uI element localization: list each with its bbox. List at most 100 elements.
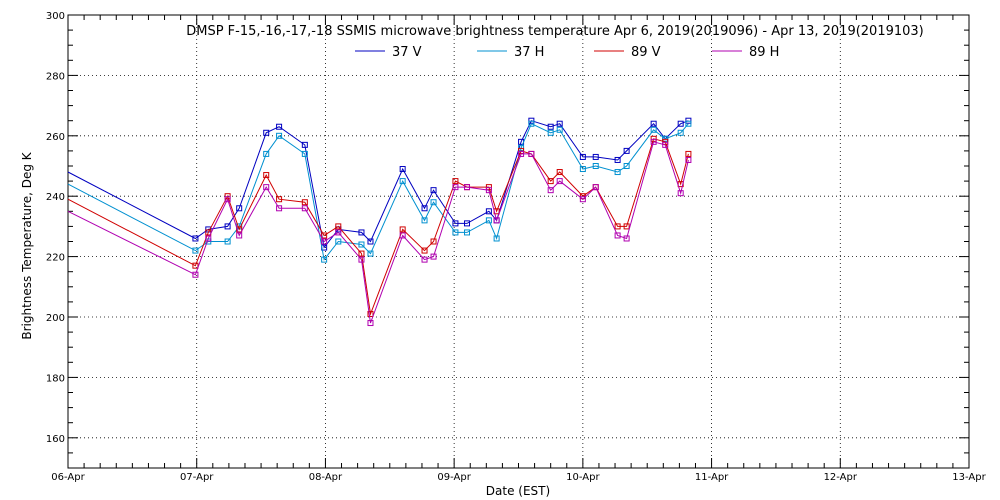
data-point bbox=[547, 129, 554, 136]
data-point bbox=[421, 256, 428, 263]
data-point bbox=[263, 129, 270, 136]
x-tick-label: 11-Apr bbox=[695, 472, 729, 483]
data-point bbox=[614, 232, 621, 239]
data-point bbox=[662, 138, 669, 145]
series-line bbox=[67, 123, 689, 261]
y-tick-label: 200 bbox=[46, 313, 65, 324]
data-point bbox=[485, 217, 492, 224]
data-point bbox=[485, 187, 492, 194]
data-point bbox=[614, 156, 621, 163]
data-point bbox=[276, 205, 283, 212]
data-point bbox=[464, 229, 471, 236]
x-tick-label: 09-Apr bbox=[437, 472, 471, 483]
data-point bbox=[518, 150, 525, 157]
data-point bbox=[421, 247, 428, 254]
data-point bbox=[547, 123, 554, 130]
x-tick-label: 12-Apr bbox=[824, 472, 858, 483]
tick-labels: 06-Apr 07-Apr 08-Apr 09-Apr 10-Apr 11-Apr 12-A… bbox=[46, 11, 987, 483]
data-point bbox=[276, 123, 283, 130]
data-point bbox=[335, 238, 342, 245]
data-point bbox=[493, 217, 500, 224]
data-point bbox=[614, 223, 621, 230]
data-point bbox=[579, 166, 586, 173]
data-point bbox=[399, 178, 406, 185]
series-line bbox=[67, 141, 689, 324]
x-tick-label: 07-Apr bbox=[180, 472, 214, 483]
data-point bbox=[367, 310, 374, 317]
legend-label: 89 H bbox=[749, 45, 779, 60]
data-point bbox=[399, 232, 406, 239]
data-point bbox=[367, 238, 374, 245]
data-point bbox=[236, 226, 243, 233]
series-layer bbox=[67, 117, 692, 327]
data-point bbox=[556, 126, 563, 133]
data-point bbox=[685, 156, 692, 163]
legend: 37 V 37 H 89 V 89 H bbox=[355, 45, 779, 60]
x-tick-label: 08-Apr bbox=[309, 472, 343, 483]
data-point bbox=[301, 199, 308, 206]
data-point bbox=[358, 241, 365, 248]
data-point bbox=[367, 250, 374, 257]
data-point bbox=[236, 232, 243, 239]
y-tick-label: 160 bbox=[46, 434, 65, 445]
x-tick-label: 06-Apr bbox=[51, 472, 85, 483]
series-line bbox=[67, 120, 689, 249]
data-point bbox=[276, 132, 283, 139]
y-tick-label: 240 bbox=[46, 192, 65, 203]
data-point bbox=[662, 141, 669, 148]
data-point bbox=[528, 150, 535, 157]
data-point bbox=[301, 150, 308, 157]
data-point bbox=[592, 153, 599, 160]
data-point bbox=[205, 235, 212, 242]
series-37-v bbox=[67, 117, 692, 251]
data-point bbox=[547, 187, 554, 194]
y-tick-label: 180 bbox=[46, 373, 65, 384]
data-point bbox=[650, 120, 657, 127]
data-point bbox=[321, 238, 328, 245]
data-point bbox=[464, 184, 471, 191]
data-point bbox=[623, 223, 630, 230]
data-point bbox=[614, 169, 621, 176]
plot-frame bbox=[67, 14, 970, 469]
data-point bbox=[430, 187, 437, 194]
legend-label: 37 V bbox=[392, 45, 422, 60]
x-axis-label: Date (EST) bbox=[486, 484, 550, 498]
data-point bbox=[358, 256, 365, 263]
data-point bbox=[430, 253, 437, 260]
y-tick-label: 260 bbox=[46, 132, 65, 143]
data-point bbox=[192, 247, 199, 254]
data-point bbox=[335, 229, 342, 236]
data-point bbox=[301, 205, 308, 212]
data-point bbox=[623, 163, 630, 169]
series-89-h bbox=[67, 138, 692, 327]
data-point bbox=[236, 205, 243, 212]
data-point bbox=[677, 129, 684, 136]
data-point bbox=[650, 126, 657, 133]
data-point bbox=[399, 226, 406, 233]
y-tick-label: 280 bbox=[46, 71, 65, 82]
data-point bbox=[677, 190, 684, 197]
legend-label: 89 V bbox=[631, 45, 661, 60]
data-point bbox=[321, 256, 328, 263]
data-point bbox=[321, 232, 328, 239]
y-tick-label: 220 bbox=[46, 253, 65, 264]
data-point bbox=[224, 238, 231, 245]
data-point bbox=[685, 117, 692, 124]
data-point bbox=[685, 120, 692, 127]
chart-title: DMSP F-15,-16,-17,-18 SSMIS microwave br… bbox=[186, 24, 924, 39]
axis-ticks bbox=[67, 14, 970, 468]
data-point bbox=[276, 196, 283, 203]
series-37-h bbox=[67, 120, 692, 263]
data-point bbox=[224, 196, 231, 203]
series-line bbox=[67, 138, 689, 316]
data-point bbox=[335, 223, 342, 230]
data-point bbox=[592, 184, 599, 191]
data-point bbox=[547, 178, 554, 185]
data-point bbox=[430, 238, 437, 245]
data-point bbox=[452, 184, 459, 191]
data-point bbox=[421, 205, 428, 212]
grid bbox=[68, 15, 969, 468]
data-point bbox=[263, 172, 270, 179]
data-point bbox=[224, 223, 231, 230]
data-point bbox=[623, 235, 630, 242]
